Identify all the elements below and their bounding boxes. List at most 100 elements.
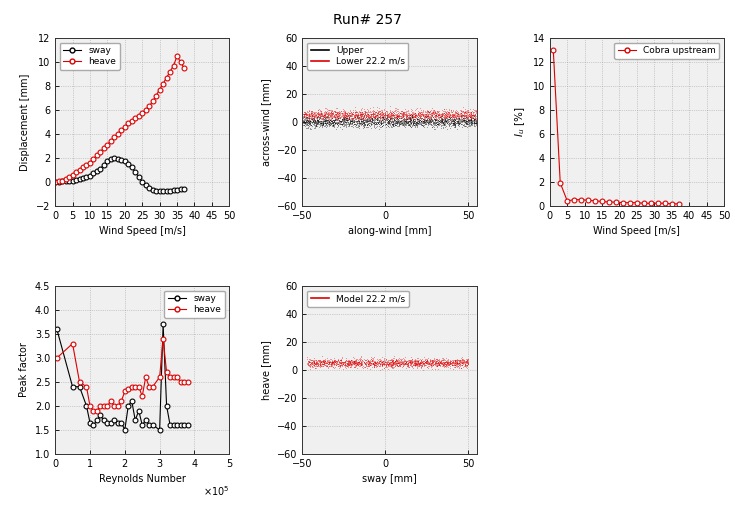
- Point: [425, 118, 437, 126]
- Point: [311, 113, 323, 121]
- Point: [390, 357, 401, 365]
- Point: [381, 118, 392, 126]
- Point: [412, 111, 424, 119]
- Point: [398, 113, 409, 121]
- Point: [401, 108, 412, 116]
- Point: [411, 115, 423, 123]
- Point: [303, 358, 315, 366]
- Point: [403, 355, 415, 364]
- Point: [347, 114, 359, 122]
- Point: [362, 357, 374, 365]
- Point: [321, 118, 333, 126]
- Point: [315, 110, 327, 118]
- Point: [322, 360, 334, 368]
- Point: [387, 114, 398, 122]
- Point: [415, 117, 427, 125]
- Point: [312, 114, 323, 122]
- Point: [398, 108, 409, 117]
- Point: [385, 361, 397, 369]
- Point: [351, 361, 362, 369]
- Point: [340, 354, 352, 363]
- Point: [332, 111, 344, 119]
- Point: [303, 122, 315, 130]
- Point: [422, 110, 434, 118]
- Point: [381, 360, 392, 368]
- Point: [366, 357, 378, 365]
- Point: [443, 358, 455, 367]
- Point: [459, 122, 471, 130]
- Point: [340, 361, 351, 369]
- Point: [464, 118, 476, 126]
- Point: [434, 357, 446, 366]
- Point: [315, 119, 327, 127]
- Point: [404, 110, 415, 118]
- Point: [429, 116, 441, 124]
- Point: [326, 111, 337, 119]
- Point: [334, 359, 345, 367]
- Point: [417, 358, 429, 366]
- Y-axis label: across-wind [mm]: across-wind [mm]: [262, 78, 271, 166]
- Point: [420, 110, 432, 118]
- Point: [381, 116, 392, 124]
- Point: [414, 118, 426, 126]
- Point: [373, 359, 384, 367]
- Point: [405, 358, 417, 366]
- Point: [404, 122, 415, 130]
- Point: [458, 116, 470, 124]
- Point: [395, 107, 406, 116]
- Point: [460, 361, 472, 369]
- Point: [344, 360, 356, 368]
- Point: [308, 357, 320, 365]
- Point: [470, 112, 481, 120]
- Point: [409, 357, 421, 365]
- Point: [388, 358, 400, 366]
- Point: [405, 357, 417, 365]
- Point: [355, 115, 367, 123]
- Point: [331, 122, 343, 130]
- Point: [348, 112, 360, 120]
- Point: [390, 357, 402, 365]
- Point: [377, 357, 389, 366]
- Point: [451, 359, 463, 367]
- Point: [373, 108, 384, 117]
- Point: [337, 359, 349, 367]
- Point: [465, 110, 476, 118]
- Point: [447, 358, 459, 366]
- Point: [421, 363, 433, 371]
- Point: [348, 115, 359, 123]
- Point: [303, 107, 315, 115]
- Point: [409, 120, 421, 128]
- Point: [429, 108, 441, 117]
- Point: [305, 108, 317, 117]
- Point: [459, 119, 471, 127]
- Point: [463, 116, 475, 124]
- Point: [312, 104, 324, 113]
- Point: [376, 122, 388, 130]
- Point: [459, 359, 471, 368]
- Point: [320, 358, 331, 367]
- Point: [358, 111, 370, 119]
- Point: [368, 360, 380, 368]
- Point: [377, 113, 389, 121]
- Point: [356, 112, 368, 120]
- Point: [410, 360, 422, 369]
- Point: [406, 358, 417, 366]
- Point: [318, 357, 330, 366]
- Point: [308, 361, 320, 370]
- Point: [439, 356, 451, 365]
- Point: [453, 356, 465, 364]
- Point: [334, 355, 346, 364]
- Point: [304, 114, 315, 122]
- Point: [335, 107, 347, 116]
- Point: [309, 359, 321, 368]
- Point: [402, 115, 414, 123]
- Point: [315, 359, 326, 368]
- Point: [309, 359, 321, 368]
- Point: [341, 362, 353, 370]
- Point: [378, 113, 390, 121]
- Point: [397, 108, 409, 116]
- Point: [446, 115, 458, 123]
- Point: [423, 121, 434, 129]
- Point: [337, 358, 349, 366]
- Point: [323, 121, 335, 129]
